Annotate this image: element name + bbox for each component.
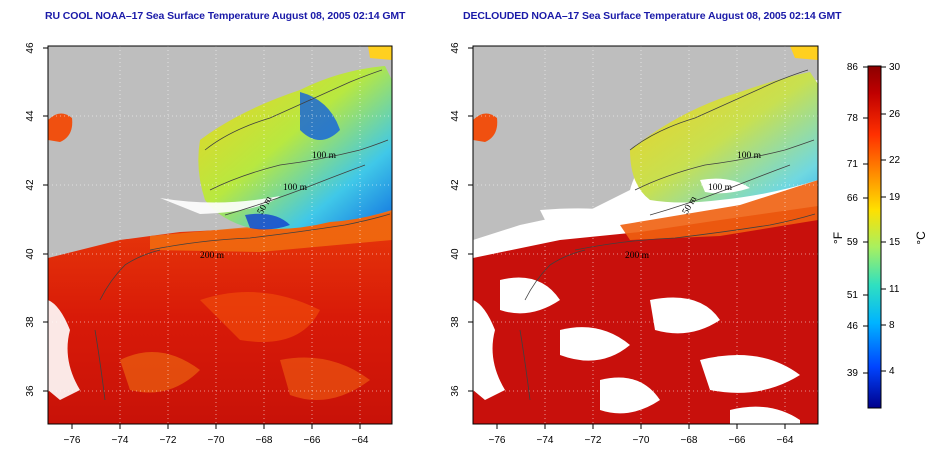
contour-label: 100 m (737, 151, 762, 161)
lon-tick-label: −64 (352, 435, 369, 446)
temperature-colorbar: 86 78 71 66 59 51 46 39 30 26 22 19 15 1… (831, 62, 928, 409)
lat-tick-label: 42 (25, 179, 36, 191)
right-map: 100 m 100 m 50 m 200 m −76 −74 −72 −70 −… (450, 42, 819, 446)
celsius-tick-label: 8 (889, 320, 895, 331)
lon-tick-label: −74 (537, 435, 554, 446)
fahrenheit-tick-label: 71 (847, 159, 859, 170)
fahrenheit-tick-label: 59 (847, 237, 859, 248)
contour-label: 200 m (625, 251, 650, 261)
contour-label: 100 m (283, 183, 308, 193)
celsius-tick-label: 11 (889, 284, 900, 295)
lon-tick-label: −68 (681, 435, 698, 446)
celsius-tick-label: 4 (889, 366, 895, 377)
cool-shelf-water (198, 66, 392, 230)
lon-tick-label: −66 (729, 435, 746, 446)
lon-tick-label: −66 (304, 435, 321, 446)
lon-tick-label: −72 (160, 435, 177, 446)
lon-tick-label: −68 (256, 435, 273, 446)
fahrenheit-tick-label: 78 (847, 113, 859, 124)
lon-tick-label: −76 (64, 435, 81, 446)
fahrenheit-tick-label: 39 (847, 368, 859, 379)
lon-tick-label: −74 (112, 435, 129, 446)
fahrenheit-tick-label: 66 (847, 193, 859, 204)
lat-tick-label: 40 (25, 248, 36, 260)
lat-tick-label: 38 (450, 316, 461, 328)
lat-tick-label: 38 (25, 316, 36, 328)
lat-tick-label: 44 (25, 110, 36, 122)
fahrenheit-unit-label: °F (831, 232, 845, 244)
lon-tick-label: −76 (489, 435, 506, 446)
lon-tick-label: −70 (208, 435, 225, 446)
lat-tick-label: 46 (25, 42, 36, 54)
contour-label: 200 m (200, 251, 225, 261)
map-frame (47, 45, 393, 425)
celsius-tick-label: 26 (889, 109, 901, 120)
right-map-title: DECLOUDED NOAA–17 Sea Surface Temperatur… (463, 10, 842, 22)
left-map-title: RU COOL NOAA–17 Sea Surface Temperature … (45, 10, 406, 22)
lat-tick-label: 42 (450, 179, 461, 191)
lat-tick-label: 44 (450, 110, 461, 122)
celsius-unit-label: °C (914, 231, 928, 245)
lon-tick-label: −70 (633, 435, 650, 446)
lat-tick-label: 36 (450, 385, 461, 397)
celsius-tick-label: 19 (889, 192, 901, 203)
fahrenheit-tick-label: 46 (847, 321, 859, 332)
lat-tick-label: 36 (25, 385, 36, 397)
lon-tick-label: −64 (777, 435, 794, 446)
cool-shelf-water (630, 72, 818, 203)
fahrenheit-tick-label: 51 (847, 290, 859, 301)
map-frame (472, 45, 819, 425)
left-map: 100 m 100 m 50 m 200 m −76 −74 −72 −70 −… (25, 42, 393, 446)
lat-tick-label: 46 (450, 42, 461, 54)
fahrenheit-tick-label: 86 (847, 62, 859, 73)
lat-tick-label: 40 (450, 248, 461, 260)
colorbar-gradient (867, 65, 882, 409)
celsius-tick-label: 30 (889, 62, 901, 73)
celsius-tick-label: 15 (889, 237, 901, 248)
contour-label: 100 m (708, 183, 733, 193)
lon-tick-label: −72 (585, 435, 602, 446)
celsius-tick-label: 22 (889, 155, 901, 166)
contour-label: 100 m (312, 151, 337, 161)
